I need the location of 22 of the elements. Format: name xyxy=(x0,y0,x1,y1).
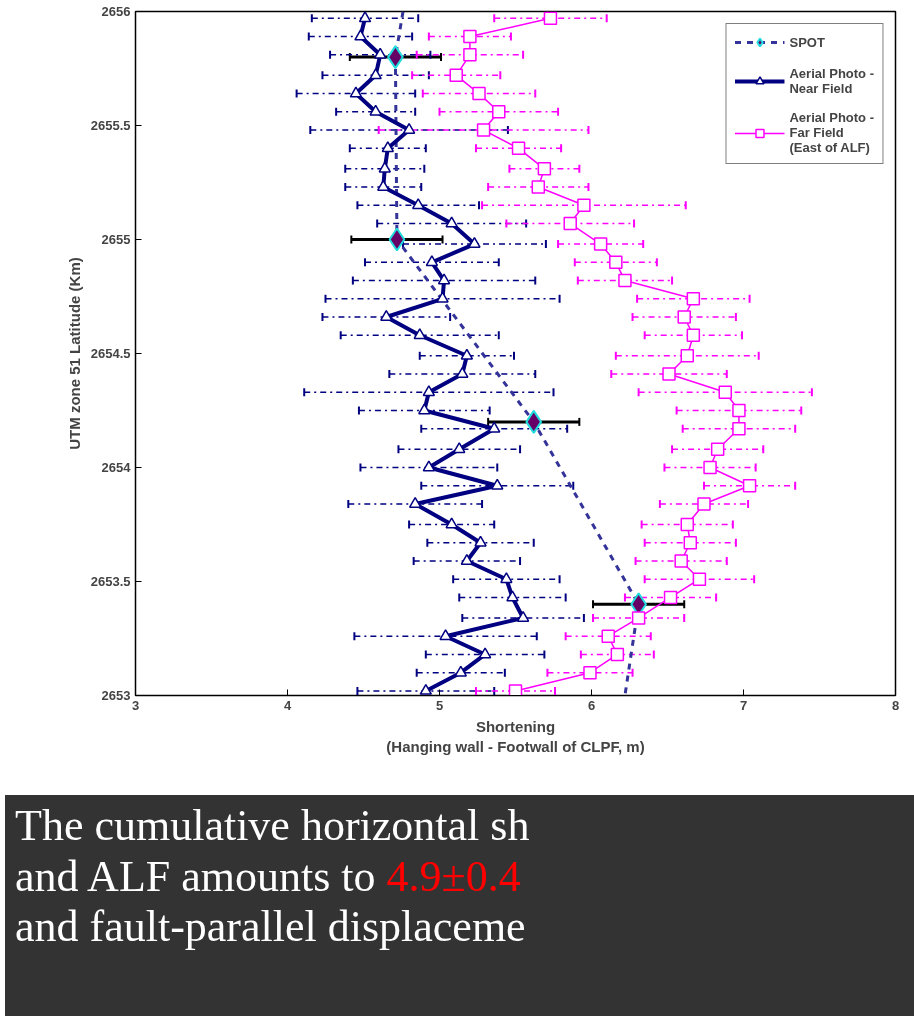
text: and fault-parallel displaceme xyxy=(15,902,526,952)
legend-label: SPOT xyxy=(789,34,825,50)
y-tick-label: 2654.5 xyxy=(90,346,131,361)
y-axis-title: UTM zone 51 Latitude (Km) xyxy=(65,257,83,450)
legend-label: Aerial Photo - Near Field xyxy=(789,66,874,96)
x-axis-title: Shortening (Hanging wall - Footwall of CLPF, m) xyxy=(386,717,645,755)
text: and ALF amounts to xyxy=(15,851,376,901)
x-tick-label: 8 xyxy=(891,697,900,713)
y-tick-label: 2653.5 xyxy=(90,574,131,589)
x-tick-label: 7 xyxy=(739,697,748,713)
text: The cumulative horizontal sh xyxy=(15,801,530,850)
y-tick-label: 2656 xyxy=(101,4,131,19)
text: 4.9±0.4 xyxy=(386,851,521,901)
x-tick-label: 5 xyxy=(435,697,444,713)
y-tick-label: 2653 xyxy=(101,688,131,703)
y-tick-label: 2655.5 xyxy=(90,118,131,133)
x-tick-label: 4 xyxy=(283,697,292,713)
legend-label: Aerial Photo - Far Field (East of ALF) xyxy=(789,110,874,155)
y-tick-label: 2655 xyxy=(101,232,131,247)
x-tick-label: 3 xyxy=(131,697,140,713)
y-tick-label: 2654 xyxy=(101,460,132,475)
x-tick-label: 6 xyxy=(587,697,596,713)
